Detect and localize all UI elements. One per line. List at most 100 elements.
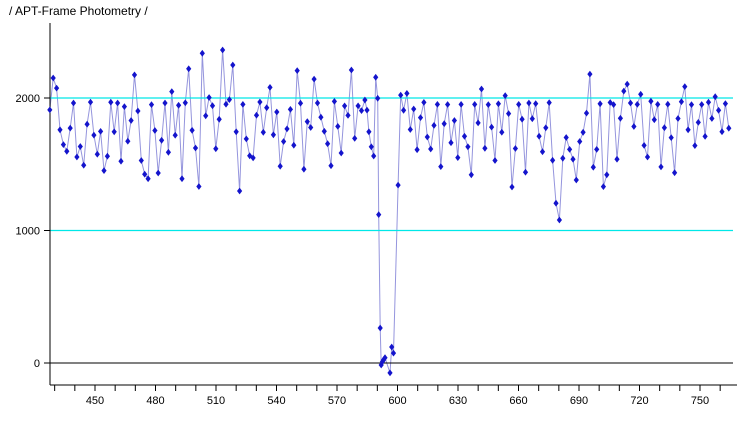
data-point (631, 123, 637, 130)
x-tick-label: 690 (570, 395, 588, 407)
data-point (482, 144, 488, 152)
data-point (81, 161, 87, 169)
data-point (206, 94, 212, 101)
data-point (274, 108, 280, 116)
data-point (91, 131, 97, 139)
data-point (719, 128, 725, 136)
data-point (543, 124, 549, 132)
data-point (223, 100, 229, 108)
data-point (64, 147, 70, 155)
data-point (240, 101, 246, 108)
x-tick-label: 660 (509, 395, 527, 407)
data-point (60, 141, 66, 148)
data-point (658, 163, 664, 171)
data-point (485, 101, 491, 108)
data-point (404, 90, 410, 97)
data-point (529, 115, 535, 123)
data-point (472, 101, 478, 108)
data-point (475, 119, 481, 127)
data-point (692, 142, 698, 149)
data-point (101, 167, 107, 174)
data-point (294, 67, 300, 74)
data-point (526, 99, 532, 107)
data-point (634, 101, 640, 108)
data-point (342, 102, 348, 110)
data-point (716, 106, 722, 114)
data-point (414, 146, 420, 154)
data-point (499, 128, 505, 136)
data-point (182, 99, 188, 107)
data-point (712, 93, 718, 101)
data-point (345, 112, 351, 119)
data-point (281, 138, 287, 145)
data-point (47, 106, 53, 114)
data-point (668, 134, 674, 141)
data-point (407, 126, 413, 133)
data-point (169, 88, 175, 95)
data-point (196, 183, 202, 190)
data-point (438, 163, 444, 170)
data-point (672, 169, 678, 177)
data-point (192, 144, 199, 152)
data-point (665, 100, 671, 108)
x-tick-label: 570 (328, 395, 346, 407)
data-point (94, 150, 100, 158)
data-point (621, 87, 627, 95)
data-point (179, 175, 185, 183)
data-point (209, 102, 216, 110)
data-point (368, 143, 374, 151)
data-point (172, 131, 178, 139)
data-point (489, 123, 495, 131)
data-point (448, 139, 454, 147)
data-point (297, 99, 304, 107)
data-point (253, 111, 260, 119)
data-point (257, 98, 263, 106)
data-point (661, 124, 667, 132)
data-point (648, 97, 654, 105)
data-point (50, 74, 56, 82)
data-point (74, 153, 80, 161)
data-point (348, 66, 354, 74)
data-point (424, 133, 430, 141)
data-point (699, 101, 705, 108)
data-point (502, 92, 508, 99)
data-point (682, 83, 688, 90)
data-point (87, 98, 94, 106)
data-point (121, 103, 127, 110)
data-point (506, 110, 512, 117)
data-point (366, 128, 372, 136)
data-point (478, 85, 485, 93)
data-point (287, 106, 293, 113)
data-point (338, 149, 344, 157)
data-point (233, 128, 239, 136)
data-point (318, 113, 324, 121)
data-point (220, 46, 226, 54)
data-point (617, 114, 623, 122)
data-point (291, 141, 297, 149)
data-point (722, 100, 728, 107)
chart-title: / APT-Frame Photometry / (9, 4, 148, 18)
data-point (428, 145, 434, 153)
data-point (373, 73, 379, 81)
data-point (458, 101, 464, 108)
data-point (138, 157, 144, 164)
data-point (702, 133, 708, 140)
data-point (573, 176, 579, 184)
data-point (328, 162, 334, 170)
x-tick-label: 510 (207, 395, 225, 407)
data-point (189, 126, 195, 134)
data-point (308, 124, 314, 131)
data-point (509, 183, 515, 191)
data-point (539, 148, 546, 156)
data-point (375, 94, 381, 102)
data-point (379, 358, 385, 366)
x-tick-label: 600 (388, 395, 406, 407)
data-point (111, 128, 117, 136)
data-point (583, 109, 590, 117)
data-point (98, 128, 104, 135)
data-point (678, 98, 684, 106)
data-point (159, 136, 165, 144)
data-point (230, 61, 236, 69)
data-point (364, 106, 370, 114)
data-point (434, 101, 440, 108)
